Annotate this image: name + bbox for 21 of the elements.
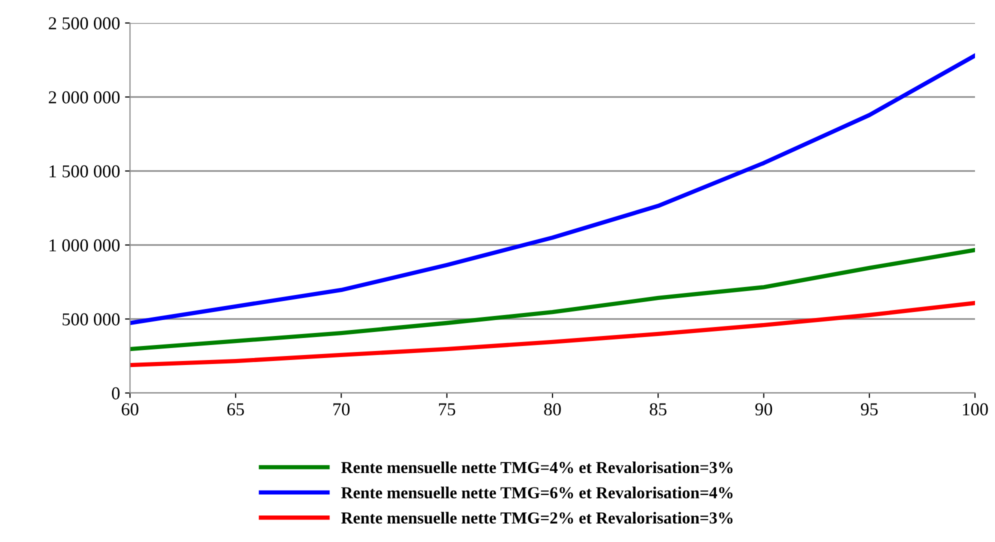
line-series	[130, 300, 975, 368]
legend-label: Rente mensuelle nette TMG=2% et Revalorisation=3%	[341, 512, 733, 524]
y-tick-label: 1 500 000	[50, 165, 120, 178]
y-tick-label: 2 500 000	[48, 17, 120, 30]
x-tick-label: 100	[963, 403, 988, 416]
x-tick-label: 95	[860, 403, 878, 416]
x-tick-label: 60	[122, 403, 138, 416]
y-tick-label: 1 000 000	[50, 239, 120, 252]
y-tick-label: 500 000	[62, 313, 120, 326]
line-series	[130, 53, 975, 326]
x-tick-label: 65	[227, 403, 244, 416]
x-tick-label: 75	[439, 403, 456, 416]
legend-label: Rente mensuelle nette TMG=4% et Revalorisation=3%	[341, 461, 733, 474]
x-tick-label: 90	[755, 403, 772, 416]
y-tick-label: 0	[112, 387, 120, 400]
x-tick-label: 80	[544, 403, 561, 416]
y-tick-label: 2 000 000	[48, 91, 120, 104]
x-tick-label: 70	[333, 403, 350, 416]
x-tick-label: 85	[650, 403, 666, 416]
legend-label: Rente mensuelle nette TMG=6% et Revalorisation=4%	[341, 486, 733, 498]
line-series	[130, 248, 975, 352]
